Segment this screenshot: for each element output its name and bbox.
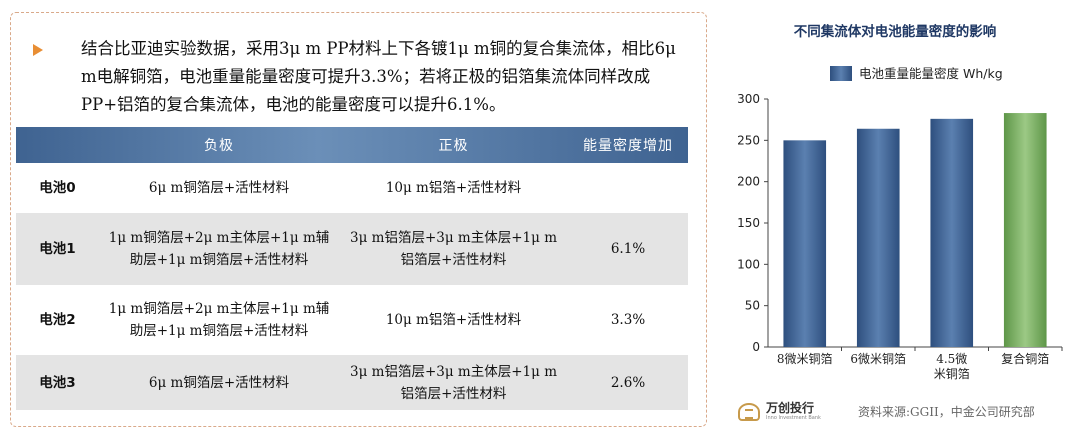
y-tick-label: 300 bbox=[737, 92, 760, 106]
chart-title: 不同集流体对电池能量密度的影响 bbox=[793, 24, 997, 40]
header-cell-empty bbox=[16, 127, 99, 163]
bar-4 bbox=[1003, 113, 1047, 347]
legend-label: 电池重量能量密度 Wh/kg bbox=[859, 66, 1003, 81]
anode-cell: 6μ m铜箔层+活性材料 bbox=[148, 180, 290, 196]
anode-cell: 6μ m铜箔层+活性材料 bbox=[148, 374, 290, 391]
x-tick-label: 米铜箔 bbox=[934, 366, 970, 381]
logo-name: 万创投行 bbox=[766, 401, 815, 415]
triangle-bullet-icon bbox=[33, 44, 43, 56]
brand-logo: 万创投行 Inno Investment Bank bbox=[738, 402, 821, 421]
cathode-cell: 10μ m铝箔+活性材料 bbox=[385, 312, 522, 328]
cathode-cell: 10μ m铝箔+活性材料 bbox=[385, 180, 522, 196]
y-tick-label: 250 bbox=[737, 133, 760, 147]
battery-name: 电池2 bbox=[39, 312, 76, 328]
y-tick-label: 100 bbox=[737, 257, 760, 271]
logo-subtitle: Inno Investment Bank bbox=[766, 415, 821, 421]
increase-cell: 2.6% bbox=[610, 374, 646, 391]
wanchuang-logo-icon bbox=[738, 402, 760, 421]
energy-density-bar-chart: 电池重量能量密度 Wh/kg 0 50 100 150 200 250 300 8微米铜箔 6… bbox=[737, 66, 1063, 381]
y-tick-label: 0 bbox=[752, 340, 760, 354]
increase-cell: 3.3% bbox=[610, 312, 646, 328]
intro-bullet: 结合比亚迪实验数据，采用3μ m PP材料上下各镀1μ m铜的复合集流体，相比6… bbox=[33, 35, 693, 119]
legend-swatch bbox=[830, 66, 852, 81]
x-tick-label: 8微米铜箔 bbox=[777, 351, 833, 366]
increase-cell: 6.1% bbox=[610, 241, 646, 257]
bar-3 bbox=[930, 118, 974, 347]
table-row: 电池0 6μ m铜箔层+活性材料 10μ m铝箔+活性材料 bbox=[16, 163, 688, 213]
battery-name: 电池3 bbox=[39, 374, 76, 391]
table-row: 电池1 1μ m铜箔层+2μ m主体层+1μ m辅助层+1μ m铜箔层+活性材料… bbox=[16, 213, 688, 285]
y-tick-label: 150 bbox=[737, 216, 760, 230]
cathode-cell: 3μ m铝箔层+3μ m主体层+1μ m铝箔层+活性材料 bbox=[350, 230, 557, 268]
cathode-cell: 3μ m铝箔层+3μ m主体层+1μ m铝箔层+活性材料 bbox=[350, 363, 557, 402]
anode-cell: 1μ m铜箔层+2μ m主体层+1μ m辅助层+1μ m铜箔层+活性材料 bbox=[108, 230, 330, 268]
header-cell-increase: 能量密度增加 bbox=[583, 138, 673, 154]
bar-1 bbox=[783, 140, 827, 347]
y-tick-label: 200 bbox=[737, 175, 760, 189]
x-tick-label: 6微米铜箔 bbox=[850, 351, 906, 366]
y-tick-label: 50 bbox=[745, 299, 760, 313]
table-header: 负极 正极 能量密度增加 bbox=[16, 127, 688, 163]
battery-name: 电池1 bbox=[39, 241, 76, 257]
summary-panel: 结合比亚迪实验数据，采用3μ m PP材料上下各镀1μ m铜的复合集流体，相比6… bbox=[10, 12, 707, 427]
header-cell-cathode: 正极 bbox=[438, 138, 469, 154]
collector-comparison-table: 负极 正极 能量密度增加 电池0 6μ m铜箔层+活性材料 10μ m铝箔+活性… bbox=[16, 127, 688, 410]
battery-name: 电池0 bbox=[39, 180, 76, 196]
source-note: 资料来源:GGII，中金公司研究部 bbox=[858, 405, 1035, 419]
anode-cell: 1μ m铜箔层+2μ m主体层+1μ m辅助层+1μ m铜箔层+活性材料 bbox=[108, 301, 330, 339]
header-cell-anode: 负极 bbox=[204, 138, 234, 154]
x-tick-label: 复合铜箔 bbox=[1001, 351, 1049, 366]
intro-text: 结合比亚迪实验数据，采用3μ m PP材料上下各镀1μ m铜的复合集流体，相比6… bbox=[81, 39, 676, 114]
table-row: 电池3 6μ m铜箔层+活性材料 3μ m铝箔层+3μ m主体层+1μ m铝箔层… bbox=[16, 355, 688, 410]
x-tick-label: 4.5微 bbox=[936, 352, 967, 366]
table-row: 电池2 1μ m铜箔层+2μ m主体层+1μ m辅助层+1μ m铜箔层+活性材料… bbox=[16, 285, 688, 355]
bar-2 bbox=[856, 128, 900, 347]
